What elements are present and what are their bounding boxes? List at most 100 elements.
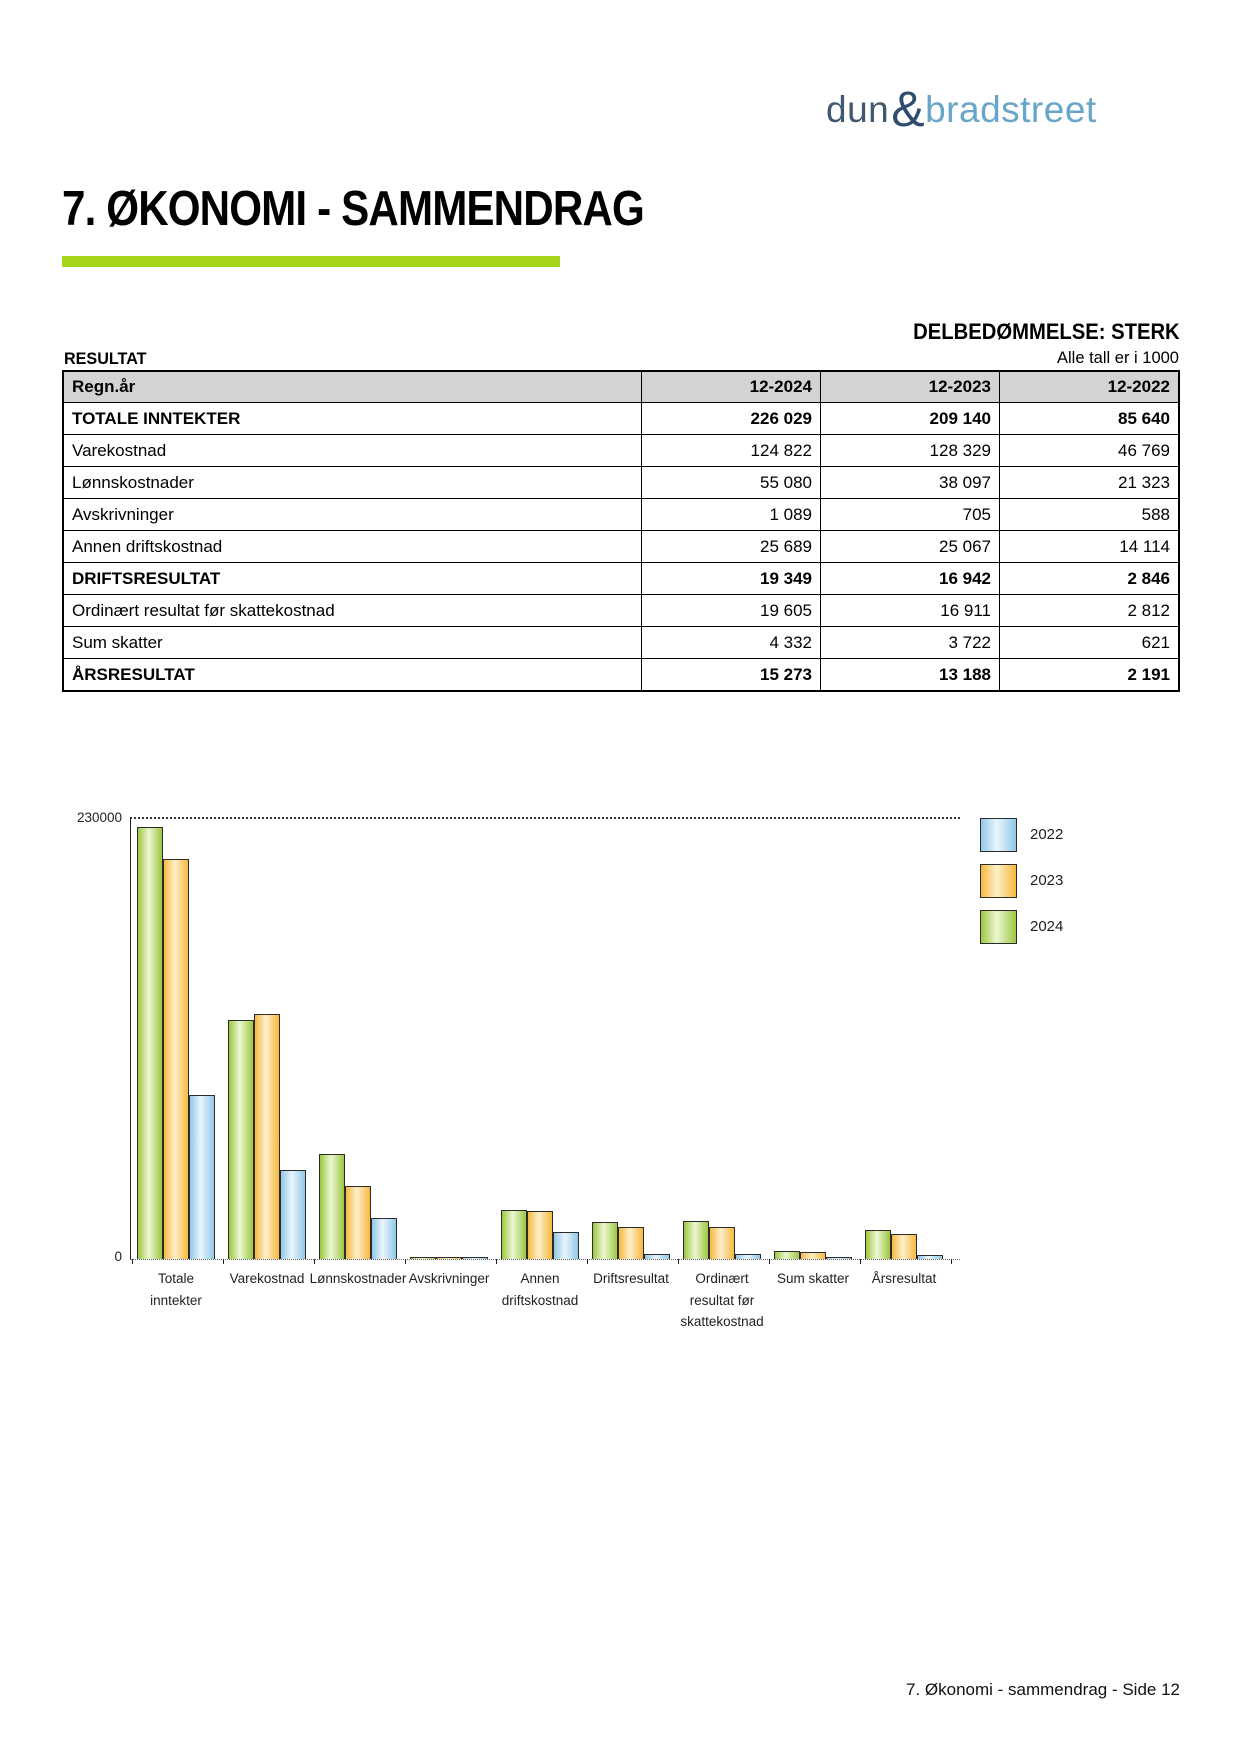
row-value: 16 942 (820, 562, 1000, 595)
category-label: Årsresultat (849, 1268, 959, 1290)
row-value: 3 722 (820, 626, 1000, 659)
row-value: 588 (999, 498, 1180, 531)
row-value: 2 812 (999, 594, 1180, 627)
row-value: 38 097 (820, 466, 1000, 499)
x-axis-tick (132, 1259, 133, 1264)
bar-group (410, 819, 488, 1259)
bar-group (592, 819, 670, 1259)
table-row: Ordinært resultat før skattekostnad 19 60… (62, 594, 1180, 627)
row-value: 621 (999, 626, 1180, 659)
legend-label: 2024 (1030, 918, 1064, 935)
bar-2023 (709, 1227, 735, 1259)
legend-item: 2022 (980, 818, 1140, 854)
bar-2022 (735, 1254, 761, 1259)
row-value: 226 029 (641, 402, 821, 435)
legend-label: 2023 (1030, 872, 1064, 889)
column-header-2024: 12-2024 (641, 370, 821, 403)
row-label: Lønnskostnader (62, 466, 642, 499)
bar-2023 (618, 1227, 644, 1259)
bar-group (228, 819, 306, 1259)
bar-2023 (163, 859, 189, 1259)
category-label-line: inntekter (150, 1292, 202, 1308)
legend-swatch-2024 (980, 910, 1017, 944)
bar-2023 (345, 1186, 371, 1259)
row-value: 19 605 (641, 594, 821, 627)
table-row: ÅRSRESULTAT 15 273 13 188 2 191 (62, 658, 1180, 692)
category-label-line: skattekostnad (680, 1314, 764, 1330)
row-value: 209 140 (820, 402, 1000, 435)
table-row: Annen driftskostnad 25 689 25 067 14 114 (62, 530, 1180, 563)
table-row: Sum skatter 4 332 3 722 621 (62, 626, 1180, 659)
bar-2024 (319, 1154, 345, 1259)
y-axis-zero-label: 0 (114, 1249, 122, 1264)
bar-2024 (137, 827, 163, 1259)
x-axis-tick (860, 1259, 861, 1264)
row-label: Varekostnad (62, 434, 642, 467)
bar-group (683, 819, 761, 1259)
category-label: Avskrivninger (394, 1268, 504, 1290)
bar-2023 (436, 1257, 462, 1259)
row-value: 2 846 (999, 562, 1180, 595)
category-label: Driftsresultat (576, 1268, 686, 1290)
row-value: 55 080 (641, 466, 821, 499)
row-label: ÅRSRESULTAT (62, 658, 642, 692)
category-label: Ordinært resultat før skattekostnad (667, 1268, 777, 1333)
legend-swatch-2022 (980, 818, 1017, 852)
row-label: Avskrivninger (62, 498, 642, 531)
category-label-line: Ordinært (695, 1271, 749, 1286)
bar-2022 (553, 1232, 579, 1259)
bar-2024 (501, 1210, 527, 1259)
row-value: 124 822 (641, 434, 821, 467)
x-axis-tick (678, 1259, 679, 1264)
category-label-line: resultat før (689, 1292, 755, 1308)
category-label: Annen driftskostnad (485, 1268, 595, 1311)
row-value: 2 191 (999, 658, 1180, 692)
result-table: Regn.år 12-2024 12-2023 12-2022 TOTALE I… (62, 370, 1180, 692)
y-axis-line (130, 818, 131, 1259)
table-row: DRIFTSRESULTAT 19 349 16 942 2 846 (62, 562, 1180, 595)
bar-2022 (644, 1254, 670, 1259)
bar-group (501, 819, 579, 1259)
row-value: 21 323 (999, 466, 1180, 499)
category-label: Sum skatter (758, 1268, 868, 1290)
bar-2024 (774, 1251, 800, 1259)
legend-item: 2024 (980, 910, 1140, 946)
category-label-line: Avskrivninger (408, 1271, 490, 1286)
category-label-line: Sum skatter (776, 1271, 850, 1286)
row-value: 25 689 (641, 530, 821, 563)
row-label: Ordinært resultat før skattekostnad (62, 594, 642, 627)
table-row: Varekostnad 124 822 128 329 46 769 (62, 434, 1180, 467)
column-header-2023: 12-2023 (820, 370, 1000, 403)
row-label: TOTALE INNTEKTER (62, 402, 642, 435)
row-value: 1 089 (641, 498, 821, 531)
category-label-line: driftskostnad (501, 1292, 579, 1308)
bar-group (137, 819, 215, 1259)
logo-dun-text: dun (826, 89, 890, 130)
row-value: 15 273 (641, 658, 821, 692)
logo-ampersand-icon: & (891, 81, 926, 137)
assessment-label: DELBEDØMMELSE: STERK (913, 319, 1180, 344)
row-label: Annen driftskostnad (62, 530, 642, 563)
row-value: 14 114 (999, 530, 1180, 563)
bar-2023 (800, 1252, 826, 1259)
logo-bradstreet-text: bradstreet (925, 89, 1097, 130)
bar-2022 (917, 1255, 943, 1259)
bar-group (865, 819, 943, 1259)
title-accent-bar (62, 256, 560, 267)
bar-2024 (683, 1221, 709, 1259)
row-value: 16 911 (820, 594, 1000, 627)
bar-2022 (371, 1218, 397, 1259)
table-row: TOTALE INNTEKTER 226 029 209 140 85 640 (62, 402, 1180, 435)
row-value: 46 769 (999, 434, 1180, 467)
bar-2024 (228, 1020, 254, 1259)
row-value: 128 329 (820, 434, 1000, 467)
bar-2022 (280, 1170, 306, 1259)
column-header-regnar: Regn.år (62, 370, 642, 403)
category-label-line: Driftsresultat (593, 1271, 669, 1286)
category-label: Lønnskostnader (303, 1268, 413, 1290)
legend-label: 2022 (1030, 826, 1064, 843)
category-label: Varekostnad (212, 1268, 322, 1290)
row-value: 4 332 (641, 626, 821, 659)
gridline-230000 (130, 817, 960, 819)
